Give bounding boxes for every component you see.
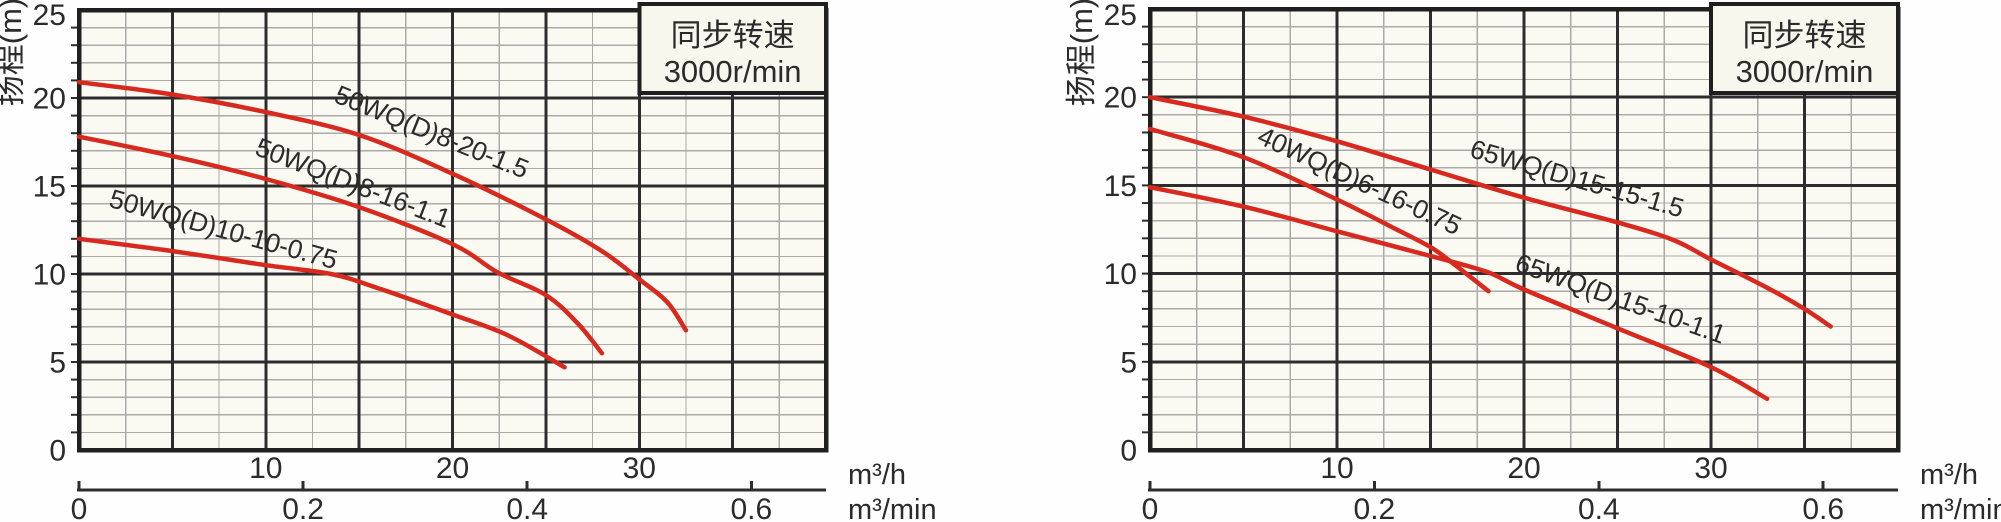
secondary-x-tick-label: 0 <box>1142 493 1159 522</box>
speed-note-box <box>637 2 828 95</box>
y-axis-title: 扬程(m) <box>1064 0 1099 106</box>
secondary-x-tick-label: 0 <box>71 493 88 522</box>
y-tick-label: 5 <box>1120 346 1137 379</box>
secondary-x-tick-label: 0.6 <box>730 493 772 522</box>
x-tick-label: 10 <box>1320 452 1353 485</box>
speed-note-line1: 同步转速 <box>671 18 795 53</box>
y-tick-label: 15 <box>33 171 66 204</box>
x-tick-label: 30 <box>623 452 656 485</box>
x-unit-m3min: m³/min <box>1920 494 2001 522</box>
y-tick-label: 10 <box>1104 258 1137 291</box>
curve-50WQ(D)8-16-1.1 <box>76 134 605 356</box>
y-tick-label: 15 <box>1104 170 1137 203</box>
curve-40WQ(D)6-16-0.75 <box>1147 126 1491 294</box>
secondary-x-tick-label: 0.4 <box>1578 493 1620 522</box>
chart-right: 0 5 10 15 20 25 10 20 30 0 0.2 0.4 0.6 m³/h m³/min 扬程(m… <box>1064 0 2001 522</box>
chart-left: 0 5 10 15 20 25 10 20 30 0 0.2 0.4 0.6 m³/h m³/min 扬程(m… <box>0 0 937 522</box>
curve-65WQ(D)15-10-1.1 <box>1147 184 1770 402</box>
speed-note-box <box>1709 2 1900 95</box>
curve-65WQ(D)15-15-1.5 <box>1147 94 1833 329</box>
secondary-x-axis <box>1148 481 1898 492</box>
y-tick-label: 0 <box>49 435 66 468</box>
x-unit-m3min: m³/min <box>848 494 937 522</box>
y-tick-label: 25 <box>1104 0 1137 32</box>
y-tick-label: 10 <box>33 259 66 292</box>
secondary-x-tick-label: 0.4 <box>506 493 548 522</box>
secondary-x-axis <box>77 481 826 492</box>
plot-border <box>76 7 829 453</box>
speed-note-line2: 3000r/min <box>664 54 802 89</box>
plot-border <box>1147 6 1901 453</box>
curve-50WQ(D)10-10-0.75 <box>76 236 567 370</box>
x-tick-label: 10 <box>249 452 282 485</box>
x-tick-label: 20 <box>1507 452 1540 485</box>
y-axis-title: 扬程(m) <box>0 0 28 106</box>
y-tick-label: 20 <box>33 83 66 116</box>
x-unit-m3h: m³/h <box>848 459 906 491</box>
secondary-x-tick-label: 0.2 <box>1354 493 1396 522</box>
y-tick-label: 20 <box>1104 82 1137 115</box>
y-tick-label: 5 <box>49 347 66 380</box>
y-tick-label: 0 <box>1120 435 1137 468</box>
secondary-x-tick-label: 0.6 <box>1802 493 1844 522</box>
x-tick-label: 30 <box>1694 452 1727 485</box>
y-axis-minor-ticks <box>71 26 77 434</box>
speed-note-line2: 3000r/min <box>1736 54 1874 89</box>
y-axis-minor-ticks <box>1142 25 1148 434</box>
curve-50WQ(D)8-20-1.5 <box>76 79 689 333</box>
speed-note-line1: 同步转速 <box>1743 18 1867 53</box>
y-tick-label: 25 <box>33 0 66 32</box>
secondary-x-tick-label: 0.2 <box>282 493 324 522</box>
x-unit-m3h: m³/h <box>1920 459 1978 491</box>
x-tick-label: 20 <box>436 452 469 485</box>
